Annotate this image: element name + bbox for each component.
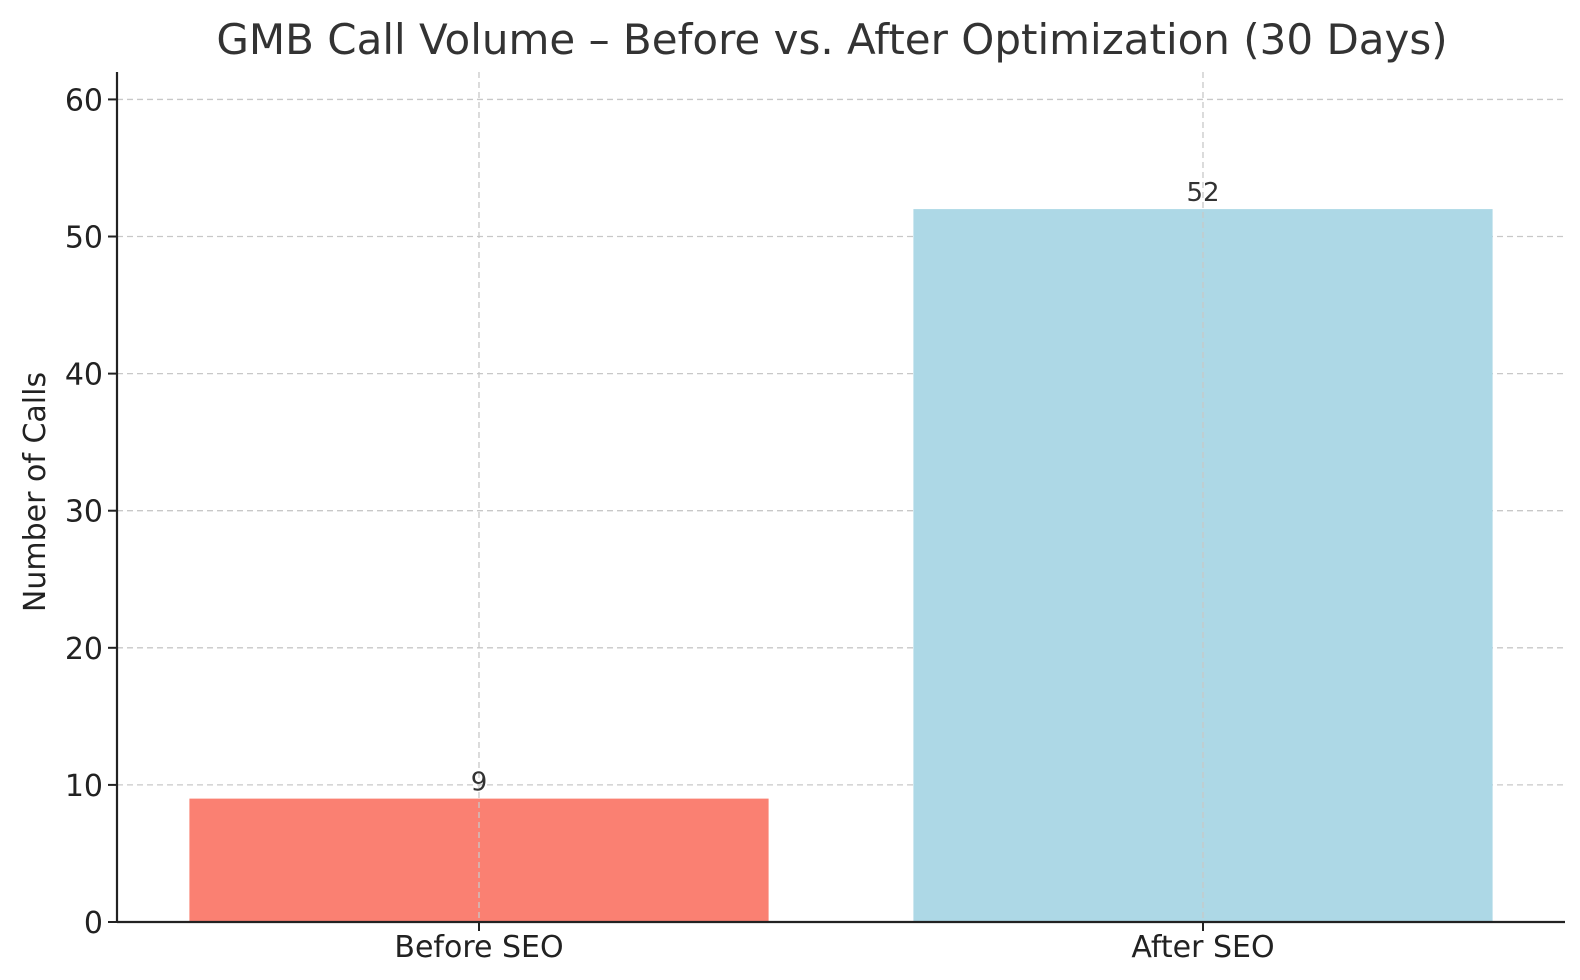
axis-layer: 0 10 20 30 40 50 60 Before SEO After SEO bbox=[65, 72, 1565, 965]
x-tick-label: Before SEO bbox=[394, 930, 563, 965]
chart-title: GMB Call Volume – Before vs. After Optim… bbox=[216, 15, 1447, 64]
label-layer: 9 52 bbox=[471, 72, 1220, 922]
bar-before-seo bbox=[189, 798, 769, 922]
y-tick-label: 40 bbox=[65, 358, 103, 393]
bar-value-label: 52 bbox=[1186, 178, 1219, 208]
y-tick-label: 10 bbox=[65, 769, 103, 804]
y-axis-label: Number of Calls bbox=[18, 372, 53, 612]
y-tick-label: 30 bbox=[65, 495, 103, 530]
bar-layer bbox=[189, 209, 1493, 922]
y-tick-label: 20 bbox=[65, 632, 103, 667]
x-tick-label: After SEO bbox=[1131, 930, 1274, 965]
y-tick-label: 50 bbox=[65, 221, 103, 256]
y-tick-label: 60 bbox=[65, 83, 103, 118]
y-tick-label: 0 bbox=[84, 906, 103, 941]
bar-value-label: 9 bbox=[471, 768, 488, 798]
grid-layer bbox=[117, 98, 1565, 786]
